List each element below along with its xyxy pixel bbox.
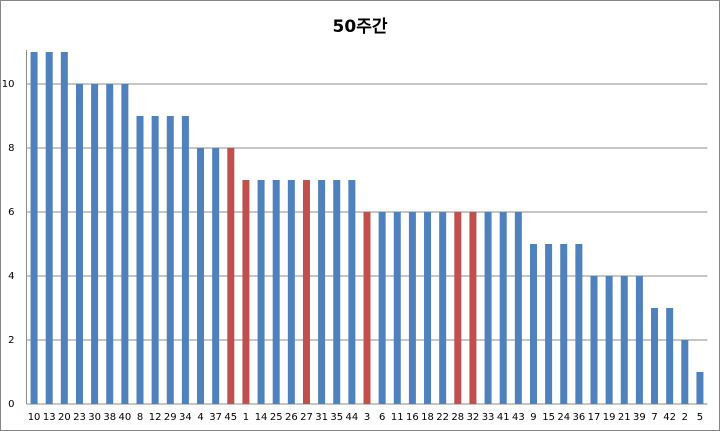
bar [45, 52, 53, 404]
bar [620, 276, 628, 404]
bar [151, 116, 159, 404]
bar [393, 212, 401, 404]
x-tick-label: 37 [209, 412, 222, 423]
x-tick-label: 45 [224, 412, 237, 423]
bar [333, 180, 341, 404]
x-tick-label: 41 [497, 412, 510, 423]
bar [348, 180, 356, 404]
x-tick-label: 14 [255, 412, 268, 423]
bar [605, 276, 613, 404]
bar [681, 340, 689, 404]
x-tick-label: 40 [118, 412, 131, 423]
bar [651, 308, 659, 404]
x-tick-label: 9 [530, 412, 536, 423]
bar [454, 212, 462, 404]
bar [212, 148, 220, 404]
bar [590, 276, 598, 404]
x-tick-label: 2 [682, 412, 688, 423]
y-tick-label: 2 [8, 335, 14, 346]
x-tick-label: 17 [588, 412, 601, 423]
x-tick-label: 8 [137, 412, 143, 423]
bar [242, 180, 250, 404]
x-tick-label: 19 [603, 412, 616, 423]
bar [30, 52, 38, 404]
x-tick-label: 24 [557, 412, 570, 423]
bar [257, 180, 265, 404]
x-tick-label: 44 [345, 412, 358, 423]
x-tick-label: 4 [197, 412, 203, 423]
bar [575, 244, 583, 404]
x-tick-label: 26 [285, 412, 298, 423]
x-tick-label: 43 [512, 412, 525, 423]
bar [227, 148, 235, 404]
x-tick-label: 20 [58, 412, 71, 423]
x-tick-label: 34 [179, 412, 192, 423]
x-tick-label: 15 [542, 412, 555, 423]
x-tick-label: 22 [436, 412, 449, 423]
x-tick-label: 18 [421, 412, 434, 423]
x-tick-label: 33 [482, 412, 495, 423]
y-tick-label: 10 [2, 79, 15, 90]
bar [121, 84, 129, 404]
x-tick-label: 38 [103, 412, 116, 423]
x-tick-label: 36 [572, 412, 585, 423]
y-tick-label: 8 [8, 143, 14, 154]
x-tick-label: 32 [467, 412, 480, 423]
bar [378, 212, 386, 404]
bar [560, 244, 568, 404]
bar [363, 212, 371, 404]
x-tick-label: 35 [330, 412, 343, 423]
x-tick-label: 30 [88, 412, 101, 423]
bar [529, 244, 537, 404]
x-tick-label: 31 [315, 412, 328, 423]
x-tick-label: 16 [406, 412, 419, 423]
bar [439, 212, 447, 404]
bar [60, 52, 68, 404]
bar [106, 84, 114, 404]
x-tick-label: 25 [270, 412, 283, 423]
bar [408, 212, 416, 404]
bar [136, 116, 144, 404]
bar [166, 116, 174, 404]
bar [666, 308, 674, 404]
bar [197, 148, 205, 404]
bar [302, 180, 310, 404]
y-tick-label: 6 [8, 207, 14, 218]
bar [484, 212, 492, 404]
x-tick-label: 12 [149, 412, 162, 423]
bar [287, 180, 295, 404]
bar [272, 180, 280, 404]
bar [424, 212, 432, 404]
y-tick-label: 4 [8, 271, 14, 282]
bar [696, 372, 704, 404]
x-tick-label: 29 [164, 412, 177, 423]
x-tick-label: 1 [243, 412, 249, 423]
bar [514, 212, 522, 404]
y-tick-label: 0 [8, 399, 14, 410]
x-tick-label: 27 [300, 412, 313, 423]
x-tick-label: 3 [364, 412, 370, 423]
x-tick-label: 10 [28, 412, 41, 423]
x-tick-label: 5 [697, 412, 703, 423]
x-tick-label: 6 [379, 412, 385, 423]
bar [545, 244, 553, 404]
bar [75, 84, 83, 404]
x-tick-label: 21 [618, 412, 631, 423]
x-tick-label: 42 [663, 412, 676, 423]
bar [181, 116, 189, 404]
chart-title: 50주간 [333, 17, 388, 37]
x-tick-label: 13 [43, 412, 56, 423]
bar [499, 212, 507, 404]
bar [91, 84, 99, 404]
bar [635, 276, 643, 404]
x-tick-label: 7 [651, 412, 657, 423]
x-tick-label: 39 [633, 412, 646, 423]
x-tick-label: 23 [73, 412, 86, 423]
bar [469, 212, 477, 404]
bar [318, 180, 326, 404]
x-tick-label: 11 [391, 412, 404, 423]
x-tick-label: 28 [451, 412, 464, 423]
